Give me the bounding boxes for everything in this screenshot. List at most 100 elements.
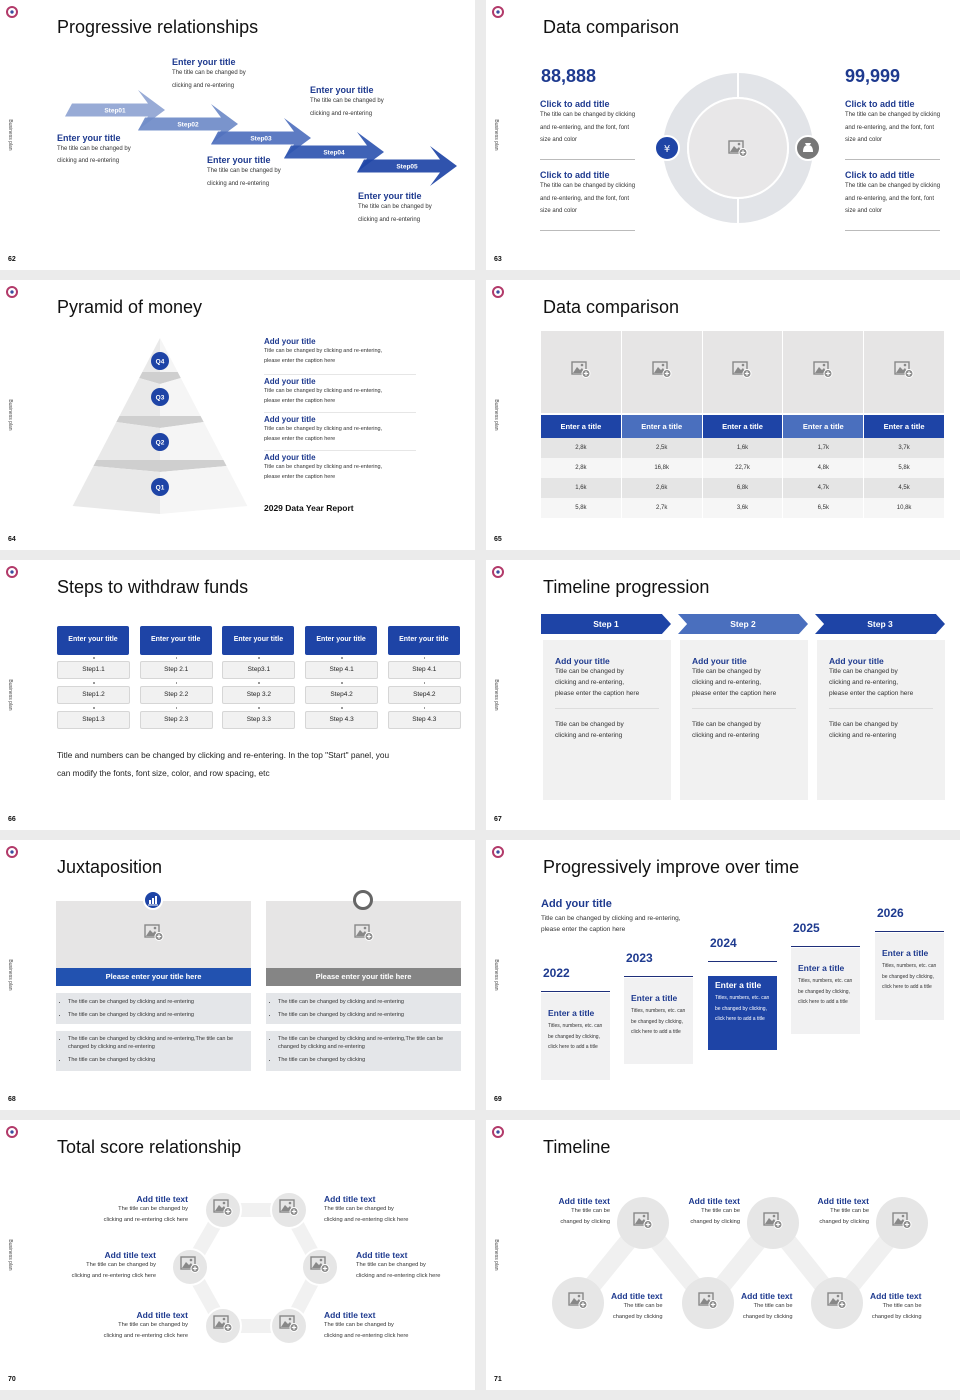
column-title-button[interactable]: Enter your title <box>139 626 212 655</box>
step-chevron[interactable]: Step 2 <box>678 614 808 634</box>
item-desc: clicking and re-entering <box>57 158 120 164</box>
step-chevron[interactable]: Step 3 <box>815 614 945 634</box>
year-card[interactable]: Enter a title Titles, numbers, etc. can b… <box>791 948 860 1034</box>
step-arrow <box>284 132 384 172</box>
step-box[interactable]: Step 4.1 <box>387 661 461 679</box>
image-circle[interactable] <box>552 1277 604 1329</box>
bullet-item: The title can be changed by clicking and… <box>278 996 455 1009</box>
table-row: 5,8k 2,7k 3,6k 6,5k 10,8k <box>541 498 945 518</box>
item-title: Add your title <box>264 337 316 346</box>
step-box[interactable]: Step3.1 <box>222 661 296 679</box>
card-desc: clicking and re-entering, <box>829 679 899 686</box>
slide-64[interactable]: Business plan Pyramid of money Q4 Q3 Q2 Q1 … <box>0 280 475 550</box>
column-title-button[interactable]: Enter your title <box>387 626 460 655</box>
panel-title: Please enter your title here <box>266 968 461 986</box>
year-card[interactable]: Enter a title Titles, numbers, etc. can b… <box>624 978 693 1064</box>
image-placeholder[interactable] <box>783 331 865 413</box>
image-circle[interactable] <box>301 1248 339 1286</box>
year-card[interactable]: Enter a title Titles, numbers, etc. can b… <box>875 933 944 1020</box>
step-box[interactable]: Step 3.2 <box>222 686 296 704</box>
image-circle[interactable] <box>617 1197 669 1249</box>
card-desc: clicking and re-entering <box>692 732 760 739</box>
logo <box>492 846 504 858</box>
item-desc: clicking and re-entering click here <box>356 1273 441 1279</box>
image-circle[interactable] <box>682 1277 734 1329</box>
step-box[interactable]: Step4.2 <box>305 686 379 704</box>
step-box[interactable]: Step1.2 <box>57 686 130 704</box>
step-arrows: Step01 Step02 Step03 Step04 Step05 <box>65 90 457 186</box>
slide-69[interactable]: Business plan Progressively improve over… <box>486 840 960 1110</box>
item-desc: changed by clicking <box>742 1314 793 1320</box>
step-box[interactable]: Step 4.3 <box>387 711 461 729</box>
column-title-button[interactable]: Enter your title <box>57 626 129 655</box>
pyramid-item: Add your title Title can be changed by cl… <box>264 337 416 375</box>
step-box[interactable]: Step 3.3 <box>222 711 296 729</box>
item-title: Add title text <box>136 1194 188 1204</box>
connector-dot <box>423 707 426 709</box>
bullet-item: The title can be changed by clicking and… <box>68 1035 245 1051</box>
table-cell: 22,7k <box>703 458 784 478</box>
year-label: 2024 <box>710 936 737 950</box>
step-box[interactable]: Step 2.3 <box>139 711 213 729</box>
image-circle[interactable] <box>204 1307 242 1345</box>
step-box[interactable]: Step 4.3 <box>305 711 379 729</box>
item-title: Add title text <box>324 1194 376 1204</box>
divider <box>540 159 635 160</box>
year-line <box>541 991 610 992</box>
image-circle[interactable] <box>747 1197 799 1249</box>
step-text-4: Enter your title The title can be changed… <box>310 85 384 121</box>
item-desc: Title can be changed by clicking and re-… <box>264 426 383 432</box>
slide-65[interactable]: Business plan Data comparison Enter a ti… <box>486 280 960 550</box>
column-title-button[interactable]: Enter your title <box>305 626 378 655</box>
column-title-button[interactable]: Enter your title <box>222 626 295 655</box>
page-number: 67 <box>494 816 502 823</box>
year-card[interactable]: Enter a title Titles, numbers, etc. can b… <box>708 976 777 1050</box>
card-title: Add your title <box>692 656 747 666</box>
image-placeholder[interactable] <box>621 331 703 413</box>
divider <box>829 708 933 709</box>
slide-title: Pyramid of money <box>57 297 203 317</box>
step-box[interactable]: Step 4.1 <box>305 661 379 679</box>
bullet-box: The title can be changed by clicking and… <box>56 993 251 1024</box>
step-box[interactable]: Step1.1 <box>57 661 130 679</box>
image-circle[interactable] <box>811 1277 863 1329</box>
step-card: Add your title Title can be changed by cli… <box>680 640 808 800</box>
image-placeholder[interactable] <box>266 901 461 968</box>
step-box[interactable]: Step1.3 <box>57 711 130 729</box>
image-placeholder[interactable] <box>702 331 784 413</box>
connector-dot <box>93 707 95 709</box>
image-circle[interactable] <box>876 1197 928 1249</box>
slide-62[interactable]: Business plan Progressive relationships … <box>0 0 475 270</box>
image-placeholder-icon <box>813 361 833 383</box>
step-box[interactable]: Step 2.1 <box>139 661 213 679</box>
image-placeholder[interactable] <box>864 331 945 413</box>
image-placeholder[interactable] <box>56 901 251 968</box>
image-circle[interactable] <box>171 1248 209 1286</box>
step-chevron[interactable]: Step 1 <box>541 614 671 634</box>
table-cell: 1,6k <box>541 478 622 498</box>
logo <box>6 566 18 578</box>
image-placeholder[interactable] <box>541 331 622 413</box>
year-line <box>791 946 860 947</box>
year-card[interactable]: Enter a title Titles, numbers, etc. can b… <box>541 993 610 1080</box>
logo <box>6 846 18 858</box>
slide-70[interactable]: Business plan Total score relationship A… <box>0 1120 475 1390</box>
item-title: Enter your title <box>358 191 422 201</box>
image-circle[interactable] <box>270 1191 308 1229</box>
step-box[interactable]: Step4.2 <box>387 686 461 704</box>
image-circle[interactable] <box>270 1307 308 1345</box>
slide-71[interactable]: Business plan Timeline Add title text The… <box>486 1120 960 1390</box>
text-item: Add title text The title can be changed b… <box>324 1194 408 1226</box>
card-desc: please enter the caption here <box>692 690 777 697</box>
image-circle[interactable] <box>204 1191 242 1229</box>
slide-67[interactable]: Business plan Timeline progression Step … <box>486 560 960 830</box>
text-item: Add title text The title can be changed by… <box>611 1291 662 1323</box>
level-badge <box>151 478 169 496</box>
slide-63[interactable]: Business plan Data comparison ¥ 88,888 9… <box>486 0 960 270</box>
slide-66[interactable]: Business plan Steps to withdraw funds En… <box>0 560 475 830</box>
side-label: Business plan <box>493 959 499 991</box>
step-box[interactable]: Step 2.2 <box>139 686 213 704</box>
page-number: 63 <box>494 256 502 263</box>
slide-68[interactable]: Business plan Juxtaposition Please enter… <box>0 840 475 1110</box>
note-line-1: Title and numbers can be changed by clic… <box>57 750 390 760</box>
